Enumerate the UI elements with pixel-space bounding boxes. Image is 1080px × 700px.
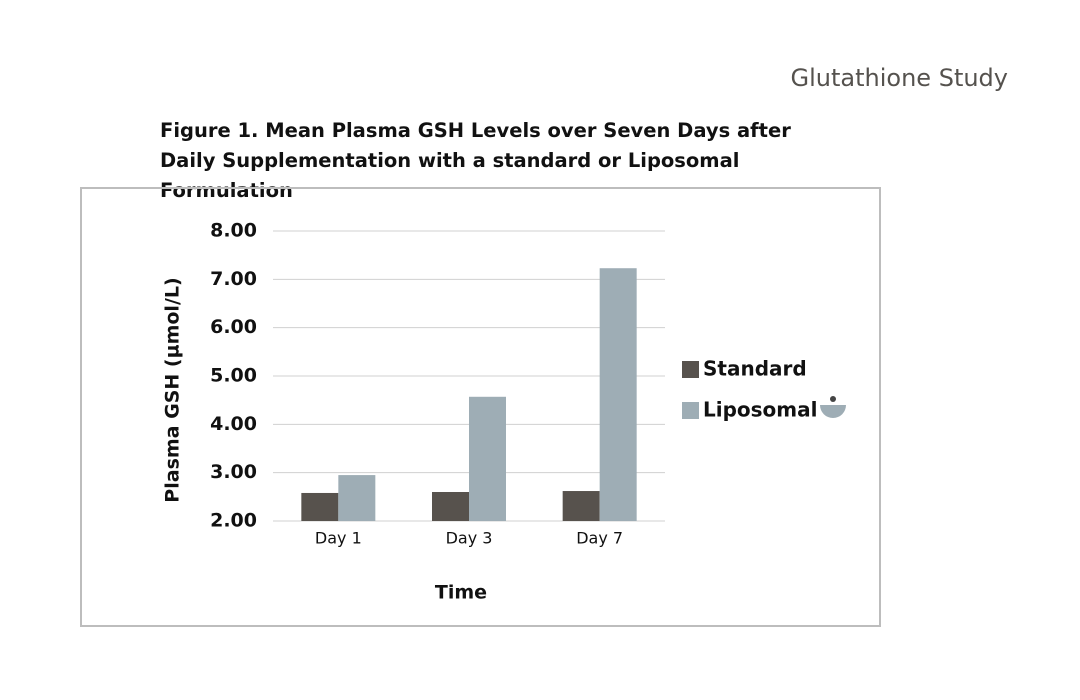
x-tick-label: Day 7: [576, 529, 623, 548]
bar: [338, 475, 376, 521]
y-tick-label: 3.00: [210, 461, 257, 483]
y-axis-title: Plasma GSH (µmol/L): [162, 277, 184, 502]
x-axis-title: Time: [435, 582, 487, 604]
bar: [432, 492, 469, 521]
legend-swatch: [682, 361, 699, 378]
brand-header: Glutathione Study: [790, 64, 1008, 92]
bar: [301, 492, 339, 521]
y-tick-label: 5.00: [210, 365, 257, 387]
chart-frame: [80, 187, 881, 627]
legend-label: Liposomal: [703, 398, 818, 422]
legend-swatch: [682, 402, 699, 419]
bar: [469, 396, 506, 521]
y-tick-label: 7.00: [210, 268, 257, 290]
y-tick-label: 4.00: [210, 413, 257, 435]
x-tick-label: Day 1: [315, 529, 362, 548]
legend-label: Standard: [703, 357, 807, 381]
bar: [599, 268, 637, 521]
chart-title: Figure 1. Mean Plasma GSH Levels over Se…: [160, 119, 791, 202]
y-tick-label: 2.00: [210, 510, 257, 532]
legend-icon: [820, 396, 846, 418]
y-tick-label: 6.00: [210, 316, 257, 338]
x-tick-label: Day 3: [446, 529, 493, 548]
y-tick-label: 8.00: [210, 220, 257, 242]
bar: [562, 491, 600, 521]
